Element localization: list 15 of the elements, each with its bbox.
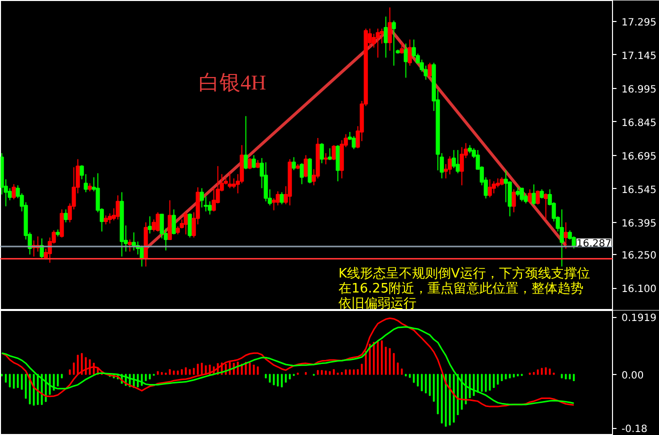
ref-line-label: 16.287 bbox=[576, 238, 612, 250]
y-tick-label: -0.18 bbox=[622, 424, 648, 435]
y-tick-label: 0.1919 bbox=[622, 313, 656, 324]
y-tick-label: 16.250 bbox=[622, 250, 656, 262]
y-tick-label: 16.695 bbox=[622, 151, 656, 162]
annotation: K线形态呈不规则倒V运行，下方颈线支撑位在16.25附近，重点留意此位置，整体趋势依旧偏弱运行 bbox=[338, 266, 590, 312]
y-tick-label: 17.145 bbox=[622, 50, 656, 62]
y-tick-label: 16.545 bbox=[622, 184, 656, 196]
y-tick-label: 16.995 bbox=[622, 84, 656, 96]
text: 白银4H bbox=[198, 70, 266, 94]
y-tick-label: 16.845 bbox=[622, 118, 656, 129]
y-tick-label: 16.395 bbox=[622, 218, 656, 230]
y-tick-label: 16.100 bbox=[622, 284, 656, 296]
y-tick-label: 17.295 bbox=[622, 17, 656, 28]
y-tick-label: 0.00 bbox=[622, 370, 644, 382]
